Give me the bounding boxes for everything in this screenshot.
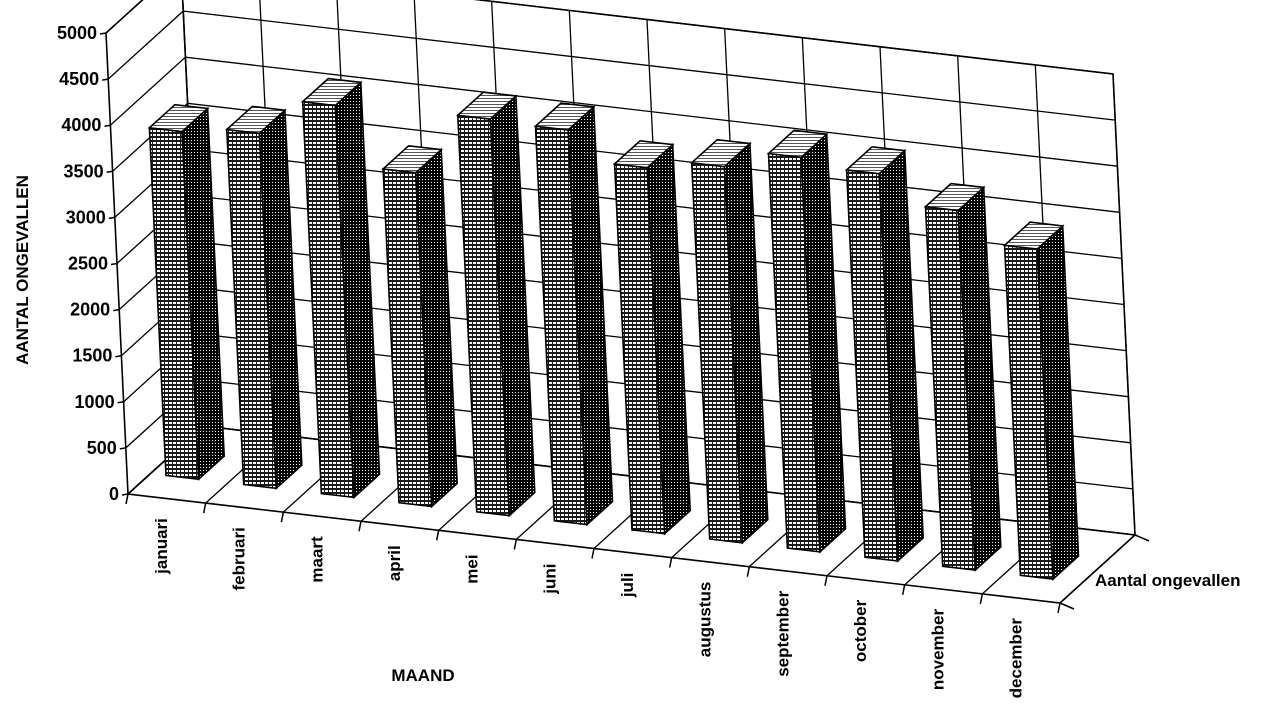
x-tick-mark	[1057, 602, 1061, 614]
gridline-vertical	[1112, 73, 1136, 536]
x-tick-label: maart	[307, 536, 326, 583]
y-tick-mark	[113, 308, 120, 312]
y-tick-label: 4000	[61, 115, 101, 135]
x-tick-mark	[513, 539, 518, 550]
y-tick-label: 2000	[70, 300, 110, 320]
bar	[923, 182, 1002, 572]
x-tick-mark	[358, 521, 362, 532]
y-tick-mark	[115, 354, 122, 358]
x-tick-label: augustus	[696, 582, 715, 658]
x-axis-labels: januari februari maart april mei juni juli augu…	[152, 518, 1025, 698]
y-tick-mark	[110, 262, 118, 266]
bar-top	[300, 77, 363, 107]
x-tick-mark	[591, 548, 595, 559]
bar-top	[455, 91, 518, 120]
series-tick-mark	[1134, 534, 1150, 542]
bar-top	[147, 103, 210, 133]
bar	[147, 103, 226, 481]
y-tick-mark	[117, 401, 124, 404]
bar-top	[533, 102, 596, 131]
y-axis-title: AANTAL ONGEVALLEN	[13, 175, 32, 365]
bar	[1002, 221, 1080, 581]
bar	[533, 102, 614, 527]
bar-top	[1002, 221, 1065, 250]
bar	[300, 77, 381, 500]
x-tick-label: februari	[230, 527, 249, 590]
x-tick-label: april	[385, 545, 404, 581]
bar-top	[689, 138, 752, 168]
y-axis-ticks: 0 500 1000 1500 2000 2500 3000 3500 4000 4500 5000	[57, 23, 129, 504]
y-tick-label: 3500	[64, 161, 104, 181]
x-tick-mark	[979, 593, 984, 605]
y-tick-mark	[121, 493, 129, 496]
y-tick-mark	[108, 216, 115, 220]
x-tick-mark	[280, 512, 285, 523]
bar-top	[381, 144, 444, 174]
x-tick-label: october	[851, 599, 870, 662]
x-tick-mark	[824, 575, 828, 586]
y-tick-label: 0	[109, 484, 119, 504]
x-tick-mark	[125, 493, 129, 505]
bar	[844, 145, 925, 563]
bar	[455, 91, 536, 518]
x-tick-label: september	[773, 590, 792, 676]
bar	[612, 139, 692, 536]
y-tick-mark	[102, 78, 109, 81]
x-tick-label: juli	[618, 573, 637, 599]
x-tick-mark	[668, 557, 673, 568]
x-tick-mark	[202, 502, 207, 514]
bar-top	[224, 105, 287, 135]
x-tick-label: januari	[152, 518, 171, 575]
y-tick-label: 5000	[57, 23, 97, 43]
y-tick-mark	[119, 447, 126, 450]
y-tick-label: 3000	[66, 207, 106, 227]
bar-top	[766, 129, 829, 159]
series-axis-label: Aantal ongevallen	[1095, 571, 1240, 590]
bar-top	[923, 182, 986, 212]
x-tick-label: november	[929, 609, 948, 691]
y-tick-mark	[99, 32, 107, 35]
bars	[147, 77, 1080, 581]
x-axis-title: MAAND	[391, 666, 454, 685]
y-tick-mark	[104, 124, 111, 127]
x-tick-label: juni	[540, 564, 559, 595]
x-tick-label: december	[1006, 618, 1025, 699]
x-tick-mark	[435, 530, 440, 541]
bar	[224, 105, 303, 491]
y-tick-label: 500	[87, 438, 117, 458]
bar	[689, 138, 769, 545]
floor-line	[1059, 534, 1136, 604]
bar	[766, 129, 847, 554]
y-tick-label: 2500	[68, 254, 108, 274]
x-tick-mark	[746, 566, 751, 577]
bar	[381, 144, 459, 509]
y-tick-label: 1000	[75, 392, 115, 412]
y-tick-mark	[106, 170, 113, 174]
bar-top	[612, 139, 675, 169]
y-tick-label: 1500	[72, 346, 112, 366]
x-tick-label: mei	[463, 554, 482, 583]
x-tick-mark	[901, 584, 906, 595]
bar-top	[844, 145, 907, 175]
y-tick-label: 4500	[59, 69, 99, 89]
series-tick-mark	[1059, 602, 1075, 610]
